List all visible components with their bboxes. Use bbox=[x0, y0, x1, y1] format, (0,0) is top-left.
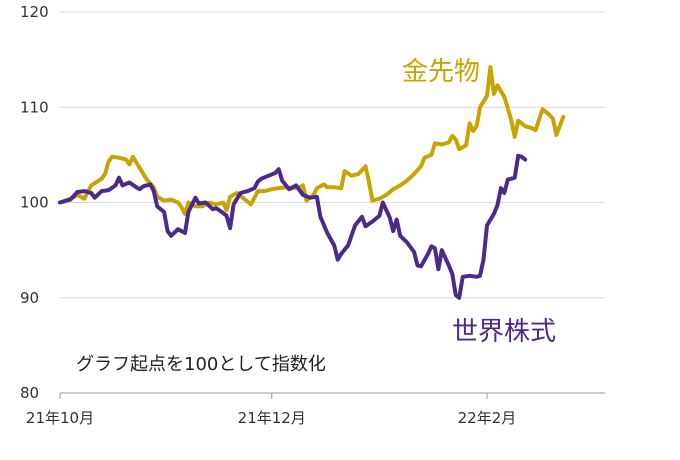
chart-note: グラフ起点を100として指数化 bbox=[76, 354, 326, 375]
y-tick-label: 120 bbox=[20, 3, 49, 21]
series-lines bbox=[58, 65, 566, 300]
series-label-equity: 世界株式 bbox=[452, 317, 556, 347]
x-tick-label: 22年2月 bbox=[458, 409, 517, 427]
y-tick-label: 100 bbox=[20, 194, 49, 212]
series-line-gold bbox=[58, 65, 566, 216]
y-tick-label: 110 bbox=[20, 98, 49, 116]
x-tick-label: 21年12月 bbox=[238, 409, 306, 427]
y-tick-label: 80 bbox=[20, 384, 39, 402]
x-axis-ticks: 21年10月 21年12月 22年2月 bbox=[26, 393, 516, 427]
x-tick-label: 21年10月 bbox=[26, 409, 94, 427]
gridlines bbox=[60, 11, 605, 394]
series-label-gold: 金先物 bbox=[402, 57, 480, 87]
series-line-equity bbox=[58, 153, 528, 300]
y-axis-ticks: 120 110 100 90 80 bbox=[20, 3, 49, 402]
y-tick-label: 90 bbox=[20, 289, 39, 307]
